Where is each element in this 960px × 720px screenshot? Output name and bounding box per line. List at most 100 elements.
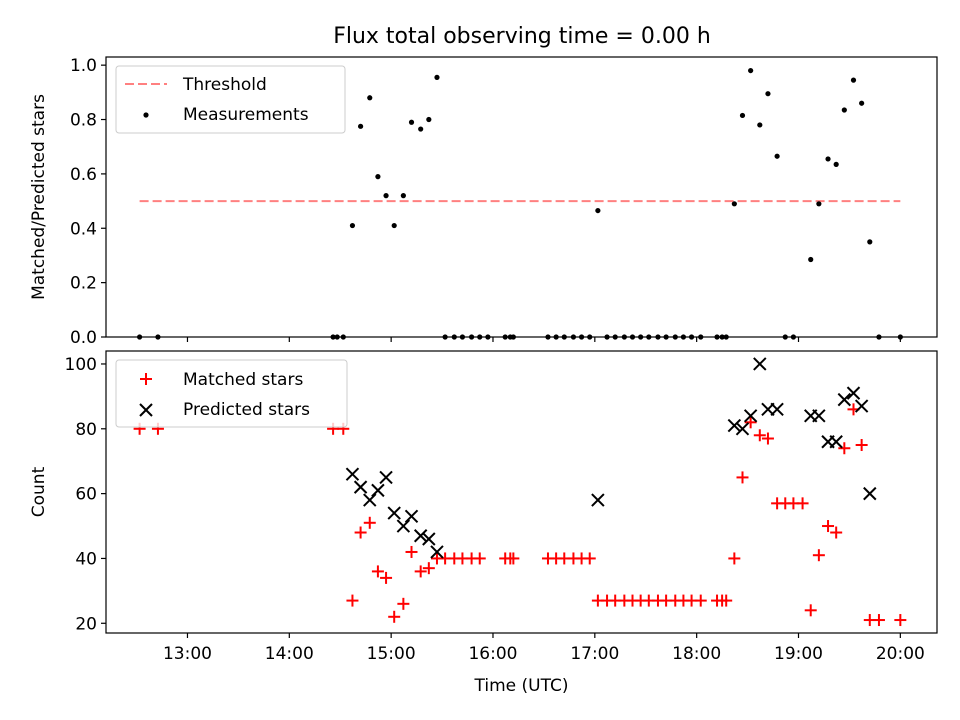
measurement-point (349, 222, 356, 229)
predicted-star-marker (371, 483, 385, 498)
predicted-star-marker (404, 509, 419, 524)
matched-star-marker (796, 497, 809, 510)
matched-star-marker (397, 597, 410, 610)
x-tick-label: 20:00 (876, 644, 925, 664)
predicted-star-marker (727, 418, 742, 433)
measurement-point (825, 156, 831, 162)
marker-stroke (846, 386, 861, 400)
legend: Matched stars Predicted stars (115, 359, 348, 428)
x-tick-label: 13:00 (163, 644, 212, 664)
x-tick-label: 14:00 (265, 644, 314, 664)
predicted-star-marker (854, 399, 869, 413)
marker-stroke (387, 506, 401, 520)
marker-stroke (396, 519, 411, 533)
y-axis-label: Matched/Predicted stars (29, 94, 49, 300)
marker-stroke (863, 486, 877, 501)
legend-measurement-swatch (143, 112, 149, 118)
predicted-star-marker (846, 386, 861, 400)
legend-label: Predicted stars (183, 400, 310, 420)
marker-stroke (413, 529, 428, 543)
predicted-star-marker (863, 486, 877, 501)
measurement-point (850, 77, 857, 83)
matched-star-marker (894, 614, 907, 627)
figure-title: Flux total observing time = 0.00 h (333, 24, 711, 49)
axes-frame (105, 56, 938, 338)
predicted-star-marker (387, 506, 401, 520)
measurement-point (434, 74, 440, 80)
marker-stroke (139, 403, 153, 417)
measurement-point (731, 201, 737, 207)
legend-box (115, 359, 348, 428)
matched-star-marker (822, 520, 835, 533)
marker-stroke (353, 480, 368, 494)
y-axis-label: Count (29, 466, 49, 517)
measurement-point (367, 95, 373, 101)
measurement-point (357, 123, 364, 129)
y-tick-label: 0.4 (70, 219, 97, 239)
measurement-point (859, 100, 865, 106)
axes-frame (105, 350, 938, 634)
x-axis-label: Time (UTC) (474, 676, 569, 696)
predicted-star-marker (743, 409, 758, 423)
y-tick-label: 1.0 (70, 56, 97, 76)
measurement-point (808, 256, 814, 263)
measurement-point (867, 239, 873, 245)
predicted-star-marker (591, 493, 605, 507)
marker-stroke (371, 483, 385, 498)
measurement-point (757, 122, 763, 128)
marker-stroke (770, 402, 784, 417)
bottom-axes: 13:00 14:00 15:00 16:00 17:00 18:00 19:00 20:00… (29, 350, 938, 696)
measurement-point (418, 126, 424, 132)
measurement-point (375, 174, 381, 180)
matched-star-marker (694, 594, 707, 607)
marker-stroke (812, 409, 826, 423)
matched-star-marker (346, 594, 359, 607)
marker-stroke (735, 422, 750, 436)
legend: Threshold Measurements (115, 65, 346, 134)
predicted-star-marker (812, 409, 826, 423)
measurement-point (426, 116, 432, 123)
predicted-star-marker (422, 532, 436, 546)
measurement-point (833, 161, 839, 167)
predicted-star-marker (413, 529, 428, 543)
matched-star-marker (838, 442, 851, 455)
marker-stroke (404, 509, 419, 524)
matched-star-marker (761, 432, 774, 445)
x-tick-label: 17:00 (570, 644, 619, 664)
y-tick-label: 0.8 (70, 111, 97, 131)
matched-star-marker (422, 562, 435, 575)
marker-stroke (591, 493, 605, 507)
matched-star-marker (720, 594, 733, 607)
legend-label: Measurements (183, 105, 309, 125)
measurement-point (408, 119, 415, 125)
legend-label: Threshold (182, 75, 267, 95)
measurement-point (841, 107, 847, 113)
y-tick-label: 0.0 (70, 328, 97, 348)
x-tick-label: 15:00 (367, 644, 416, 664)
predicted-star-marker (837, 392, 852, 407)
y-tick-label: 100 (65, 355, 97, 375)
matched-star-marker (830, 526, 843, 539)
marker-stroke (430, 545, 444, 559)
predicted-star-marker (735, 422, 750, 436)
matched-star-marker (872, 614, 885, 627)
predicted-star-marker (353, 480, 368, 494)
x-tick-label: 16:00 (468, 644, 517, 664)
predicted-star-marker (396, 519, 411, 533)
measurement-point (595, 207, 601, 214)
y-tick-label: 80 (75, 420, 97, 440)
matched-star-marker (405, 545, 418, 558)
y-tick-label: 0.6 (70, 165, 97, 185)
predicted-star-marker (753, 357, 767, 371)
matched-star-marker (507, 552, 520, 565)
matched-star-marker (388, 610, 401, 623)
top-axes: 0.0 0.2 0.4 0.6 0.8 1.0 Matched/Predicted star… (29, 56, 938, 348)
marker-stroke (422, 532, 436, 546)
matched-star-marker (736, 471, 749, 484)
marker-stroke (829, 435, 843, 449)
marker-stroke (727, 418, 742, 433)
measurement-point (383, 193, 389, 199)
x-tick-label: 19:00 (774, 644, 823, 664)
matched-star-marker (728, 552, 741, 565)
